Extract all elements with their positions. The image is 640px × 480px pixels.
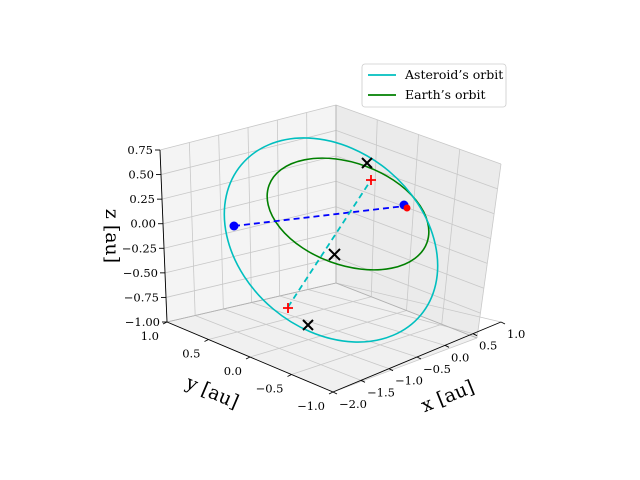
grid-z-left: [165, 257, 337, 298]
grid-x-back: [218, 134, 224, 310]
grid-y-back: [476, 163, 502, 339]
z-tick-label: −0.75: [124, 290, 159, 304]
red-dot-marker: [403, 204, 411, 212]
x-tick-mark: [444, 344, 450, 348]
x-tick-mark: [388, 368, 394, 372]
x-tick-mark: [500, 321, 506, 325]
z-axis-line: [159, 149, 168, 323]
grid-x-floor: [195, 315, 362, 381]
x-tick-label: −1.5: [367, 385, 395, 399]
legend-label-earth: Earth’s orbit: [405, 87, 486, 102]
back-pane: [336, 105, 501, 338]
grid-y-floor: [249, 310, 407, 358]
earth-orbit: [266, 157, 430, 271]
grid-z-left: [163, 206, 337, 249]
asteroid-orbit: [223, 137, 439, 343]
legend-label-asteroid: Asteroid’s orbit: [404, 67, 503, 82]
black-cross-marker: [328, 248, 341, 261]
y-tick-mark: [245, 356, 251, 360]
z-tick-label: −0.25: [122, 241, 157, 255]
node-line-blue-dashed: [233, 205, 406, 227]
grid-z-left: [161, 155, 337, 200]
grid-y-back: [370, 119, 378, 297]
grid-z-back: [335, 180, 491, 239]
grid-x-floor: [279, 295, 446, 346]
grid-x-floor: [307, 289, 474, 335]
grid-x-back: [306, 112, 309, 290]
z-tick-label: −1.00: [125, 315, 160, 329]
grid-y-back: [441, 149, 461, 325]
x-tick-label: −2.0: [339, 397, 367, 411]
y-tick-label: 1.0: [141, 329, 159, 343]
red-plus-marker: [366, 175, 376, 185]
x-tick-label: 1.0: [507, 327, 525, 341]
z-tick-label: −0.50: [123, 266, 158, 280]
grid-y-floor: [332, 337, 478, 393]
legend: Asteroid’s orbit Earth’s orbit: [361, 63, 507, 108]
grid-y-floor: [208, 296, 372, 340]
grid-x-back: [276, 119, 281, 297]
x-tick-label: 0.5: [479, 339, 497, 353]
red-plus-markers: [283, 175, 376, 313]
apsis-line-cyan-dashed: [287, 179, 372, 308]
black-cross-marker: [361, 157, 373, 169]
x-tick-label: −0.5: [423, 362, 451, 376]
y-tick-mark: [287, 374, 292, 377]
grid-x-floor: [251, 302, 418, 358]
grid-x-floor: [223, 308, 390, 370]
black-cross-marker: [302, 319, 314, 331]
blue-dot-marker: [229, 221, 239, 231]
grid-y-back: [406, 134, 419, 311]
y-tick-label: 0.0: [224, 364, 242, 378]
y-tick-label: −1.0: [297, 399, 325, 413]
x-tick-mark: [472, 333, 478, 337]
z-tick-label: 0.00: [130, 217, 156, 231]
grid-z-back: [335, 130, 498, 190]
red-plus-marker: [283, 303, 293, 313]
z-tick-label: 0.75: [127, 143, 153, 157]
grid-y-floor: [291, 323, 442, 375]
y-tick-label: 0.5: [182, 347, 200, 361]
edge-back-left-floor: [166, 282, 337, 323]
x-tick-mark: [416, 356, 422, 360]
grid-x-floor: [335, 282, 502, 323]
grid-z-back: [335, 206, 488, 264]
edge-back-right-floor: [335, 282, 478, 339]
x-tick-mark: [332, 391, 338, 395]
y-tick-mark: [328, 391, 334, 395]
grid-z-back: [335, 257, 481, 314]
y-tick-mark: [204, 339, 209, 342]
legend-box: [361, 63, 507, 108]
z-tick-label: 0.50: [128, 168, 154, 182]
y-tick-label: −0.5: [256, 382, 284, 396]
x-tick-mark: [360, 379, 366, 383]
grid-z-left: [162, 180, 337, 225]
axis-ticks: −2.0−1.5−1.0−0.50.00.51.0−1.0−0.50.00.51…: [122, 143, 526, 413]
grid-x-back: [188, 142, 196, 316]
z-tick-label: 0.25: [129, 192, 155, 206]
z-axis-label: z [au]: [101, 209, 123, 263]
x-tick-label: −1.0: [395, 374, 423, 388]
grid-z-left: [159, 104, 337, 151]
x-axis-label: x [au]: [418, 376, 477, 417]
grid-z-left: [164, 231, 337, 274]
black-cross-markers: [302, 157, 373, 331]
x-tick-label: 0.0: [451, 350, 469, 364]
grid-z-back: [335, 231, 484, 289]
grid-z-back: [335, 104, 502, 165]
